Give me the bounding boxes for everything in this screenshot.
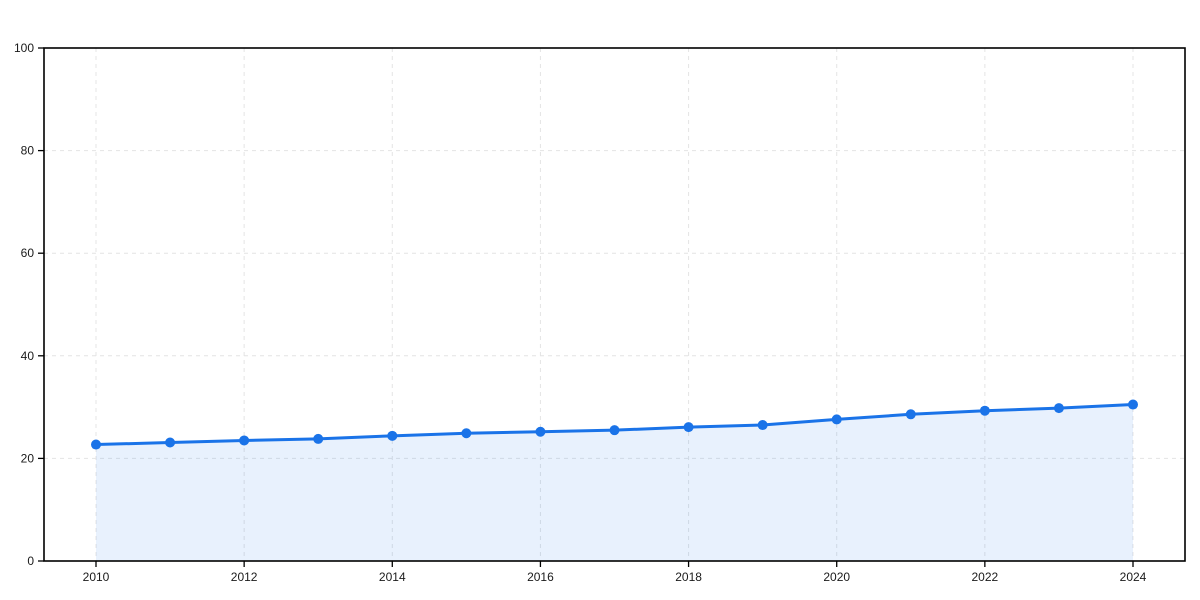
data-point (91, 439, 101, 450)
y-tick-label: 80 (21, 144, 35, 158)
data-point (683, 422, 694, 433)
data-point (461, 428, 472, 439)
x-tick-label: 2018 (675, 570, 702, 584)
axis-frame (43, 47, 1186, 562)
data-point (535, 426, 546, 437)
data-point (1128, 399, 1138, 410)
data-point (979, 405, 990, 416)
x-tick-label: 2016 (527, 570, 554, 584)
x-tick-label: 2012 (231, 570, 258, 584)
data-point (239, 435, 250, 446)
data-point (905, 409, 916, 420)
area-fill (96, 404, 1133, 561)
data-point (1053, 403, 1064, 414)
x-tick-label: 2024 (1120, 570, 1147, 584)
data-point (831, 414, 842, 425)
x-tick-label: 2020 (823, 570, 850, 584)
y-tick-label: 100 (14, 41, 34, 55)
x-tick-label: 2014 (379, 570, 406, 584)
x-tick-label: 2022 (972, 570, 999, 584)
data-point (313, 433, 324, 444)
data-point (387, 430, 398, 441)
y-tick-label: 20 (21, 451, 35, 465)
data-point (757, 420, 768, 431)
data-point (609, 425, 620, 436)
x-tick-label: 2010 (83, 570, 110, 584)
y-tick-label: 0 (27, 554, 34, 568)
y-tick-label: 40 (21, 349, 35, 363)
data-point (165, 437, 176, 448)
y-tick-label: 60 (21, 246, 35, 260)
